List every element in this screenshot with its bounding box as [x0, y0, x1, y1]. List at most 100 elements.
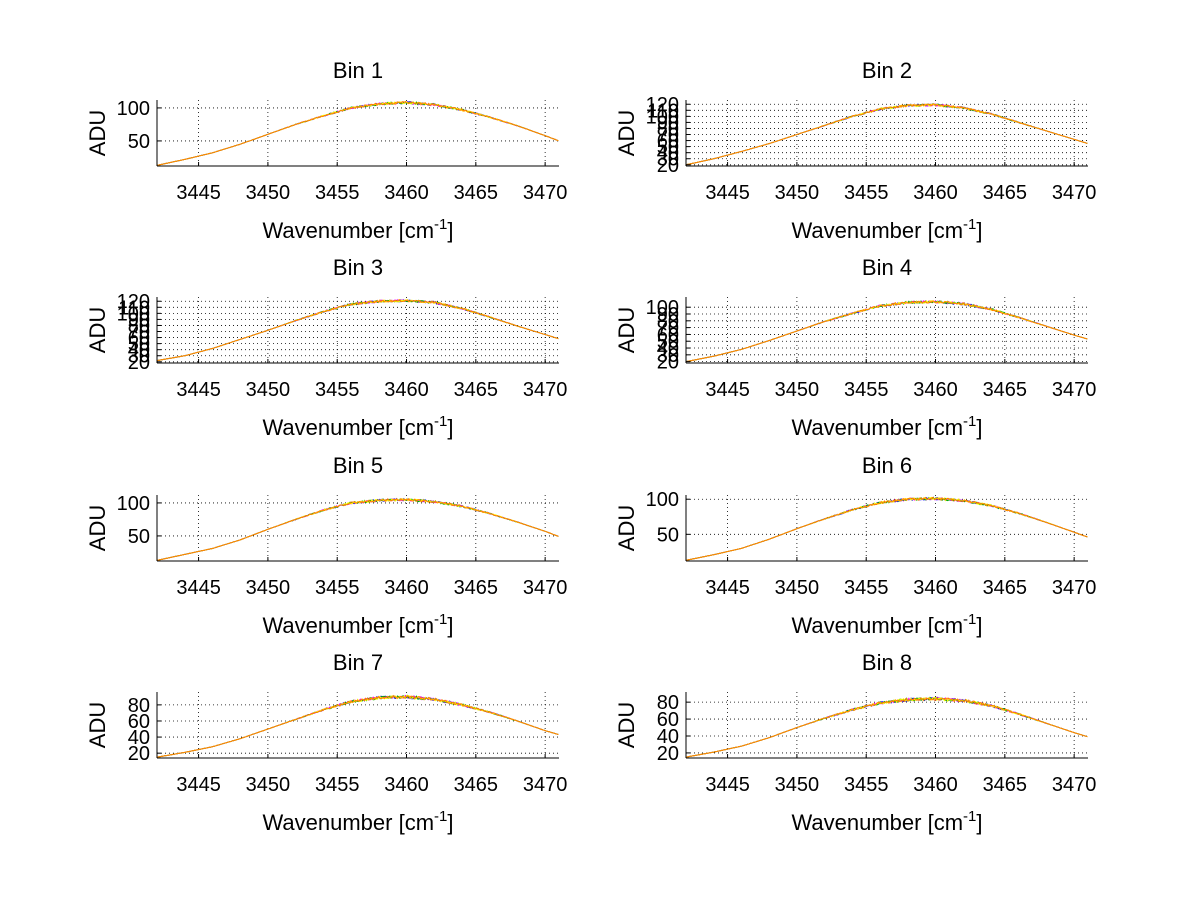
y-tick-label: 90: [657, 112, 679, 134]
x-tick-label: 3465: [454, 774, 499, 796]
y-tick-label: 60: [657, 709, 679, 731]
x-tick-label: 3455: [844, 182, 889, 204]
x-tick-label: 3465: [983, 577, 1028, 599]
x-tick-label: 3450: [246, 577, 291, 599]
y-axis-label: ADU: [614, 702, 639, 748]
x-tick-label: 3445: [705, 379, 750, 401]
series-line-2: [685, 696, 1088, 758]
x-tick-label: 3455: [844, 774, 889, 796]
x-tick-label: 3460: [913, 182, 958, 204]
series-line-4: [685, 696, 1088, 758]
x-tick-label: 3455: [844, 577, 889, 599]
subplot-title: Bin 5: [333, 453, 383, 478]
x-tick-label: 3445: [176, 182, 221, 204]
subplot-title: Bin 2: [862, 58, 912, 83]
x-tick-label: 3470: [1052, 774, 1097, 796]
x-tick-label: 3455: [315, 774, 360, 796]
series-line-5: [156, 100, 559, 166]
y-tick-label: 60: [128, 328, 150, 350]
subplot-title: Bin 8: [862, 650, 912, 675]
x-axis-label: Wavenumber [cm-1]: [791, 216, 982, 243]
y-tick-label: 100: [117, 303, 150, 325]
series-line-4: [156, 497, 559, 561]
x-tick-label: 3470: [523, 577, 568, 599]
x-tick-label: 3455: [315, 577, 360, 599]
y-axis-label: ADU: [85, 702, 110, 748]
x-tick-label: 3460: [913, 577, 958, 599]
x-axis-label: Wavenumber [cm-1]: [262, 808, 453, 835]
x-tick-label: 3450: [246, 182, 291, 204]
y-tick-label: 50: [657, 331, 679, 353]
series-line-3: [685, 696, 1088, 758]
series-line-1: [685, 300, 1088, 363]
series-line-3: [156, 101, 559, 166]
subplot-title: Bin 4: [862, 255, 912, 280]
y-tick-label: 40: [657, 338, 679, 360]
x-tick-label: 3470: [523, 774, 568, 796]
y-tick-label: 20: [657, 352, 679, 374]
x-tick-label: 3465: [454, 182, 499, 204]
series-line-5: [156, 695, 559, 758]
y-tick-label: 40: [657, 726, 679, 748]
series-line-3: [685, 300, 1088, 363]
y-tick-label: 50: [128, 526, 150, 548]
x-tick-label: 3460: [384, 182, 429, 204]
y-axis-label: ADU: [614, 307, 639, 353]
x-tick-label: 3445: [176, 379, 221, 401]
y-tick-label: 20: [128, 743, 150, 765]
subplot-title: Bin 3: [333, 255, 383, 280]
y-axis-label: ADU: [85, 505, 110, 551]
subplot-bin-3: 3445 3450 3455 3460 3465 3470 2030405060708090…: [85, 255, 567, 440]
x-tick-label: 3450: [775, 577, 820, 599]
subplot-title: Bin 6: [862, 453, 912, 478]
y-tick-label: 50: [128, 334, 150, 356]
y-tick-label: 60: [657, 131, 679, 153]
y-tick-label: 30: [657, 149, 679, 171]
subplot-bin-6: 3445 3450 3455 3460 3465 3470 50 100 Bin 6 Wavenu…: [614, 453, 1096, 638]
x-axis-label: Wavenumber [cm-1]: [262, 413, 453, 440]
y-tick-label: 120: [117, 291, 150, 313]
series-line-4: [156, 101, 559, 166]
y-tick-label: 100: [117, 493, 150, 515]
y-tick-label: 80: [128, 315, 150, 337]
series-line-1: [156, 101, 559, 166]
x-tick-label: 3465: [983, 379, 1028, 401]
y-tick-label: 70: [657, 125, 679, 147]
y-axis-label: ADU: [85, 307, 110, 353]
series-line-1: [156, 298, 559, 362]
x-tick-label: 3445: [705, 182, 750, 204]
y-tick-label: 70: [128, 322, 150, 344]
series-line-5: [685, 300, 1088, 363]
subplot-bin-2: 3445 3450 3455 3460 3465 3470 2030405060708090…: [614, 58, 1096, 243]
y-tick-label: 50: [128, 131, 150, 153]
x-tick-label: 3470: [523, 182, 568, 204]
x-tick-label: 3445: [705, 577, 750, 599]
series-line-2: [685, 299, 1088, 363]
x-tick-label: 3450: [775, 182, 820, 204]
x-tick-label: 3445: [176, 577, 221, 599]
y-tick-label: 40: [657, 143, 679, 165]
series-line-1: [685, 496, 1088, 561]
x-tick-label: 3460: [913, 774, 958, 796]
y-axis-label: ADU: [85, 110, 110, 156]
series-line-5: [685, 496, 1088, 561]
x-tick-label: 3455: [844, 379, 889, 401]
y-tick-label: 100: [646, 297, 679, 319]
y-tick-label: 80: [657, 118, 679, 140]
x-tick-label: 3450: [246, 379, 291, 401]
series-line-2: [685, 497, 1088, 561]
y-tick-label: 120: [646, 94, 679, 116]
y-tick-label: 40: [128, 727, 150, 749]
y-tick-label: 70: [657, 318, 679, 340]
x-tick-label: 3445: [705, 774, 750, 796]
x-axis-label: Wavenumber [cm-1]: [791, 611, 982, 638]
series-line-2: [156, 497, 559, 561]
series-line-5: [156, 497, 559, 561]
x-tick-label: 3465: [983, 774, 1028, 796]
y-tick-label: 30: [128, 346, 150, 368]
series-line-3: [685, 496, 1088, 561]
x-tick-label: 3455: [315, 182, 360, 204]
series-line-5: [156, 299, 559, 362]
x-tick-label: 3465: [454, 379, 499, 401]
